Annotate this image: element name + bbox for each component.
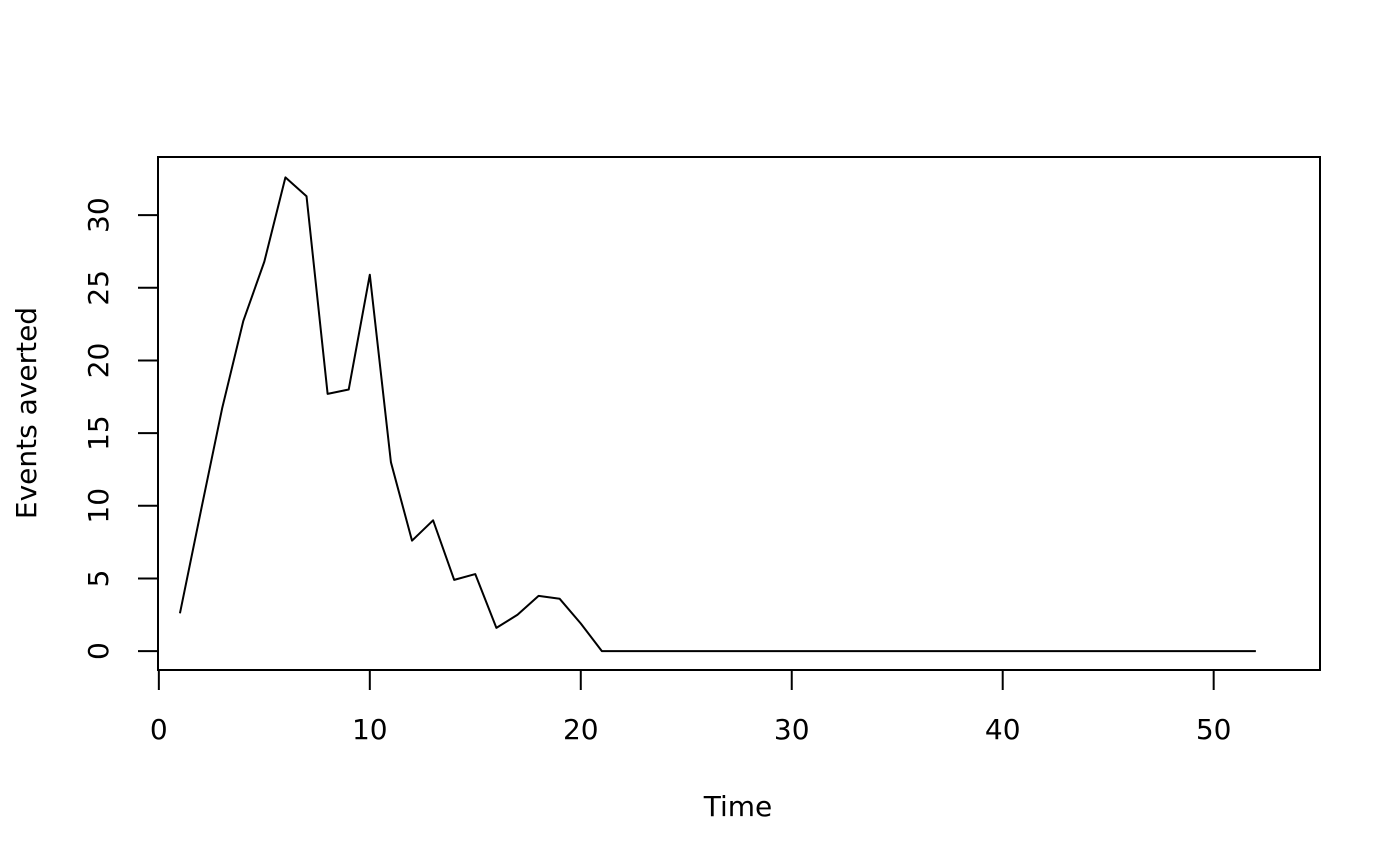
x-tick-label: 40 — [985, 713, 1021, 746]
y-tick-label: 20 — [82, 343, 115, 379]
x-tick-label: 50 — [1196, 713, 1232, 746]
y-tick-label: 25 — [82, 270, 115, 306]
series-layer — [178, 176, 1256, 653]
x-axis-label: Time — [703, 790, 773, 823]
y-axis-label: Events averted — [10, 307, 43, 519]
y-tick-label: 10 — [82, 488, 115, 524]
y-axis: 0 5 10 15 20 25 30 — [82, 197, 159, 660]
x-axis: 0 10 20 30 40 50 — [150, 669, 1232, 746]
series-line — [178, 176, 1256, 653]
y-tick-label: 15 — [82, 415, 115, 451]
x-tick-label: 10 — [352, 713, 388, 746]
y-tick-label: 0 — [82, 642, 115, 660]
x-tick-label: 20 — [563, 713, 599, 746]
plot-frame — [157, 156, 1321, 671]
x-tick-label: 0 — [150, 713, 168, 746]
y-tick-label: 5 — [82, 570, 115, 588]
y-tick-label: 30 — [82, 197, 115, 233]
x-tick-label: 30 — [774, 713, 810, 746]
